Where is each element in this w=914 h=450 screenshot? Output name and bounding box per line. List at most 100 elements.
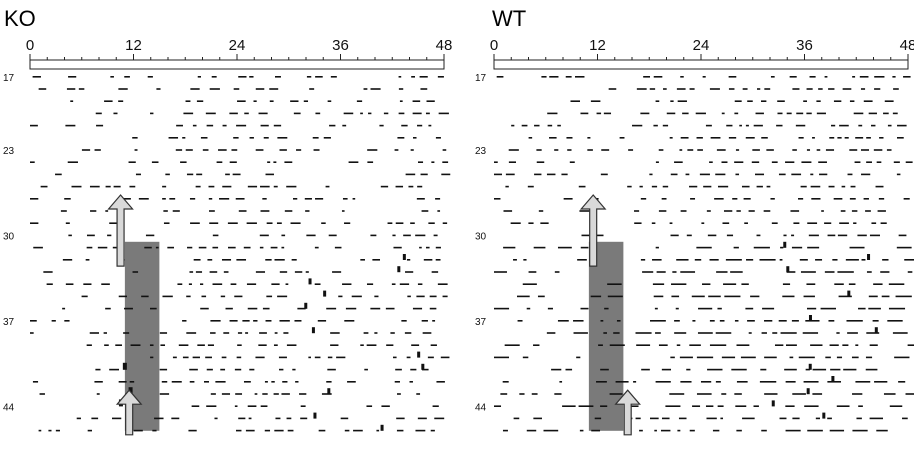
activity-mark [278, 356, 287, 359]
activity-mark [427, 356, 434, 359]
activity-mark [279, 368, 284, 371]
activity-mark [748, 332, 752, 334]
activity-mark [366, 344, 377, 346]
activity-mark [561, 173, 568, 176]
activity-mark [309, 88, 315, 90]
activity-mark [238, 210, 247, 212]
activity-mark [875, 185, 884, 188]
activity-mark [176, 124, 183, 127]
activity-mark [416, 198, 425, 200]
activity-mark [368, 112, 372, 115]
activity-mark [785, 429, 801, 432]
activity-mark [294, 271, 303, 273]
activity-mark [163, 210, 168, 212]
activity-mark [338, 295, 343, 298]
day-label: 23 [3, 146, 15, 157]
activity-mark [601, 149, 610, 151]
activity-mark [680, 76, 684, 78]
activity-mark [118, 88, 128, 90]
activity-mark [210, 320, 221, 322]
activity-mark [236, 124, 247, 127]
activity-mark [89, 332, 99, 334]
activity-mark [94, 149, 101, 151]
activity-mark [186, 332, 197, 334]
x-tick-label: 36 [332, 37, 349, 54]
activity-mark [861, 173, 871, 176]
activity-mark [76, 417, 81, 420]
activity-mark [849, 100, 855, 102]
activity-mark [328, 234, 337, 237]
activity-mark [281, 246, 285, 249]
activity-mark [874, 76, 885, 78]
activity-mark [627, 185, 632, 188]
activity-mark [753, 246, 770, 249]
activity-mark [682, 112, 689, 115]
activity-mark [265, 259, 272, 261]
activity-mark [30, 222, 39, 224]
activity-mark [162, 185, 167, 188]
activity-mark [521, 124, 528, 127]
activity-mark [281, 234, 286, 237]
activity-mark [347, 381, 356, 383]
activity-mark [824, 222, 832, 224]
activity-mark [83, 283, 92, 285]
activity-mark [563, 198, 573, 200]
activity-mark [792, 149, 797, 151]
wt-panel: WT 0 12 24 36 48 17 23 30 37 44 [475, 6, 914, 436]
activity-mark [640, 198, 647, 200]
activity-mark [858, 307, 866, 310]
activity-mark [764, 393, 778, 395]
activity-mark [113, 185, 121, 188]
activity-mark [344, 222, 351, 224]
activity-mark [692, 320, 696, 322]
activity-mark [286, 185, 297, 188]
activity-mark [782, 283, 791, 285]
activity-mark [671, 295, 680, 298]
activity-mark [734, 320, 739, 322]
activity-mark [318, 429, 326, 432]
activity-mark [616, 320, 621, 322]
activity-mark [398, 112, 405, 115]
activity-mark [547, 307, 553, 310]
activity-mark [392, 356, 397, 359]
activity-mark [262, 198, 267, 200]
activity-mark [220, 295, 226, 298]
activity-mark [190, 88, 200, 90]
activity-mark [412, 307, 423, 310]
activity-mark [596, 112, 602, 115]
activity-mark [259, 332, 267, 334]
activity-mark [189, 381, 195, 383]
activity-mark [792, 88, 800, 90]
activity-mark [714, 198, 724, 200]
activity-mark [442, 295, 448, 298]
activity-mark [546, 173, 556, 176]
activity-mark [32, 76, 41, 78]
activity-mark [48, 429, 52, 432]
activity-mark [212, 234, 219, 237]
x-tick-label: 48 [436, 37, 453, 54]
activity-mark [812, 368, 827, 371]
activity-mark [722, 222, 730, 224]
activity-burst [304, 302, 308, 309]
activity-mark [707, 234, 717, 237]
activity-mark [652, 283, 665, 285]
activity-mark [685, 173, 690, 176]
activity-mark [903, 198, 910, 200]
activity-mark [118, 381, 127, 383]
activity-mark [868, 295, 878, 298]
activity-mark [689, 344, 701, 346]
activity-mark [246, 222, 257, 224]
activity-mark [248, 417, 252, 420]
activity-mark [698, 307, 713, 310]
activity-mark [570, 100, 581, 102]
activity-mark [677, 429, 681, 432]
activity-mark [694, 259, 702, 261]
activity-mark [680, 210, 687, 212]
activity-mark [554, 271, 560, 273]
activity-mark [807, 429, 823, 432]
activity-mark [437, 210, 441, 212]
activity-mark [420, 173, 428, 176]
activity-mark [658, 210, 667, 212]
activity-mark [608, 88, 617, 90]
activity-mark [196, 173, 203, 176]
